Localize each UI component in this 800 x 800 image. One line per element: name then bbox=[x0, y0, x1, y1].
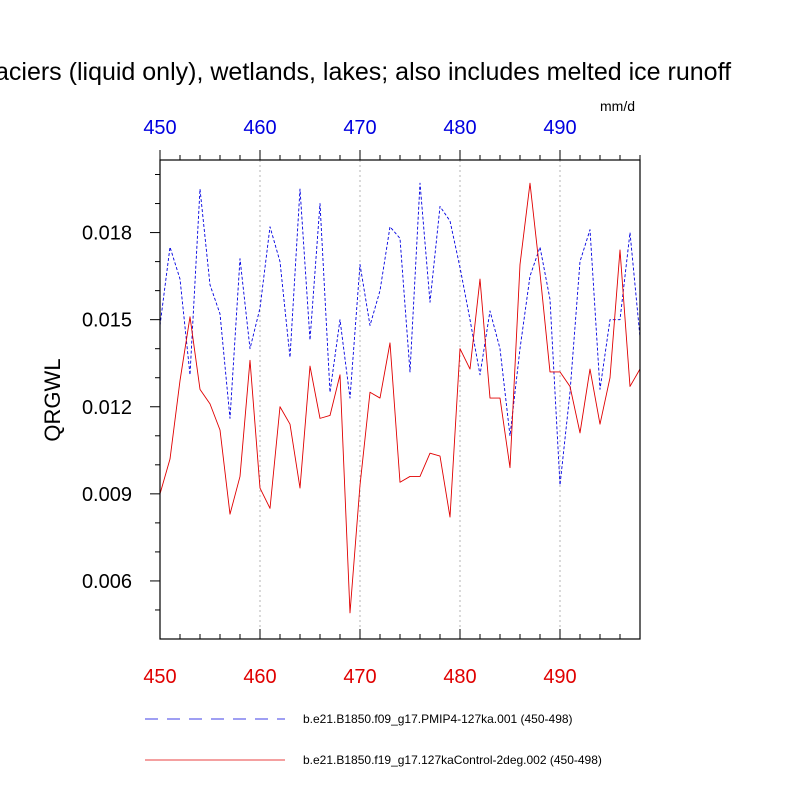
axis-ticks bbox=[150, 150, 641, 639]
x-tick-label-top: 460 bbox=[243, 117, 276, 139]
series-lines bbox=[159, 182, 641, 614]
series-line-blue bbox=[159, 182, 641, 486]
y-tick-label: 0.012 bbox=[82, 397, 132, 419]
units-label: mm/d bbox=[600, 98, 635, 114]
legend: b.e21.B1850.f09_g17.PMIP4-127ka.001 (450… bbox=[145, 712, 602, 767]
chart-title: aciers (liquid only), wetlands, lakes; a… bbox=[0, 58, 731, 86]
x-tick-label-bottom: 490 bbox=[543, 666, 576, 688]
y-axis-label: QRGWL bbox=[40, 358, 65, 441]
y-tick-label: 0.015 bbox=[82, 310, 132, 332]
x-tick-label-bottom: 460 bbox=[243, 666, 276, 688]
plot-frame bbox=[159, 159, 641, 640]
gridlines bbox=[259, 160, 561, 639]
x-tick-label-top: 450 bbox=[143, 117, 176, 139]
x-tick-label-bottom: 470 bbox=[343, 666, 376, 688]
tick-labels: 450 450 460 460 470 470 480 480 490 490 0.006 0.009… bbox=[82, 117, 577, 688]
y-tick-label: 0.009 bbox=[82, 484, 132, 506]
series-line-red bbox=[159, 182, 641, 614]
x-tick-label-top: 490 bbox=[543, 117, 576, 139]
legend-label-red: b.e21.B1850.f19_g17.127kaControl-2deg.00… bbox=[303, 753, 602, 767]
x-tick-label-bottom: 450 bbox=[143, 666, 176, 688]
legend-label-blue: b.e21.B1850.f09_g17.PMIP4-127ka.001 (450… bbox=[303, 712, 573, 726]
x-tick-label-top: 480 bbox=[443, 117, 476, 139]
x-tick-label-top: 470 bbox=[343, 117, 376, 139]
x-tick-label-bottom: 480 bbox=[443, 666, 476, 688]
y-tick-label: 0.018 bbox=[82, 223, 132, 245]
y-tick-label: 0.006 bbox=[82, 571, 132, 593]
